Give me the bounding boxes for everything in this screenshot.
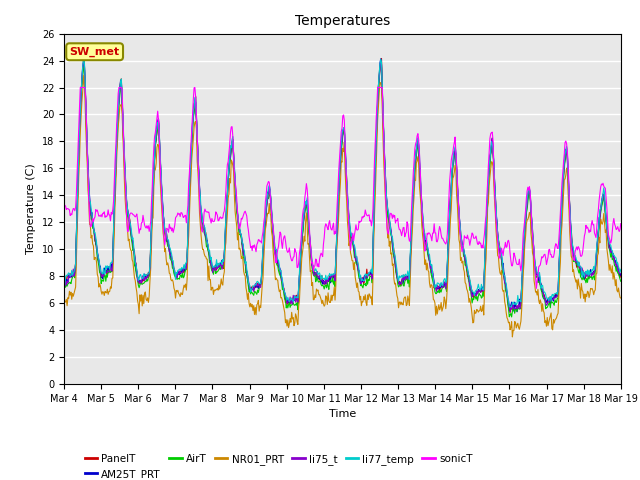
Line: li77_temp: li77_temp: [64, 59, 621, 307]
Line: sonicT: sonicT: [64, 87, 621, 288]
li77_temp: [70, 268, 78, 274]
li75_t: [60, 283, 68, 289]
AM25T_PRT: [127, 233, 135, 239]
AirT: [70, 274, 78, 279]
PanelT: [70, 270, 78, 276]
AM25T_PRT: [377, 56, 385, 62]
sonicT: [214, 218, 222, 224]
Y-axis label: Temperature (C): Temperature (C): [26, 163, 36, 254]
PanelT: [428, 266, 435, 272]
li77_temp: [60, 271, 68, 276]
AM25T_PRT: [428, 269, 435, 275]
NR01_PRT: [70, 290, 78, 296]
PanelT: [127, 230, 135, 236]
li75_t: [214, 264, 222, 270]
sonicT: [70, 206, 78, 212]
sonicT: [60, 202, 68, 207]
li75_t: [428, 262, 435, 267]
li77_temp: [411, 158, 419, 164]
li75_t: [617, 270, 625, 276]
NR01_PRT: [185, 233, 193, 239]
NR01_PRT: [60, 299, 68, 305]
NR01_PRT: [214, 288, 222, 293]
sonicT: [185, 180, 193, 186]
li77_temp: [214, 261, 222, 266]
Line: li75_t: li75_t: [64, 60, 621, 312]
PanelT: [617, 272, 625, 277]
sonicT: [411, 146, 419, 152]
AM25T_PRT: [513, 309, 521, 315]
PanelT: [184, 233, 192, 239]
sonicT: [532, 286, 540, 291]
li75_t: [506, 309, 514, 314]
AirT: [428, 270, 435, 276]
li77_temp: [506, 304, 514, 310]
PanelT: [411, 167, 419, 172]
Legend: PanelT, AM25T_PRT, AirT, NR01_PRT, li75_t, li77_temp, sonicT: PanelT, AM25T_PRT, AirT, NR01_PRT, li75_…: [81, 449, 477, 480]
AM25T_PRT: [60, 282, 68, 288]
NR01_PRT: [428, 282, 435, 288]
li75_t: [185, 211, 193, 216]
sonicT: [617, 221, 625, 227]
PanelT: [378, 56, 385, 61]
NR01_PRT: [411, 178, 419, 183]
Line: AM25T_PRT: AM25T_PRT: [64, 59, 621, 312]
li75_t: [70, 273, 78, 279]
AirT: [184, 236, 192, 241]
AM25T_PRT: [617, 271, 625, 276]
li77_temp: [80, 56, 88, 61]
Title: Temperatures: Temperatures: [295, 14, 390, 28]
X-axis label: Time: Time: [329, 409, 356, 419]
sonicT: [76, 84, 84, 90]
PanelT: [506, 310, 514, 315]
li75_t: [80, 57, 88, 62]
li77_temp: [185, 203, 193, 208]
AM25T_PRT: [70, 271, 78, 276]
li77_temp: [617, 266, 625, 272]
Line: PanelT: PanelT: [64, 59, 621, 312]
sonicT: [128, 211, 136, 216]
li77_temp: [128, 236, 136, 242]
AirT: [127, 236, 135, 242]
li75_t: [411, 162, 419, 168]
AirT: [60, 284, 68, 290]
AirT: [617, 278, 625, 284]
AM25T_PRT: [411, 167, 419, 173]
li77_temp: [428, 263, 435, 268]
AirT: [508, 314, 515, 320]
AM25T_PRT: [214, 263, 221, 268]
AirT: [377, 62, 385, 68]
NR01_PRT: [80, 72, 88, 78]
AirT: [411, 168, 419, 174]
li75_t: [128, 236, 136, 241]
Text: SW_met: SW_met: [70, 47, 120, 57]
AM25T_PRT: [184, 232, 192, 238]
Line: NR01_PRT: NR01_PRT: [64, 75, 621, 337]
NR01_PRT: [128, 257, 136, 263]
PanelT: [214, 261, 221, 267]
sonicT: [428, 234, 435, 240]
AirT: [214, 269, 221, 275]
NR01_PRT: [509, 334, 516, 340]
PanelT: [60, 280, 68, 286]
NR01_PRT: [617, 295, 625, 301]
Line: AirT: AirT: [64, 65, 621, 317]
